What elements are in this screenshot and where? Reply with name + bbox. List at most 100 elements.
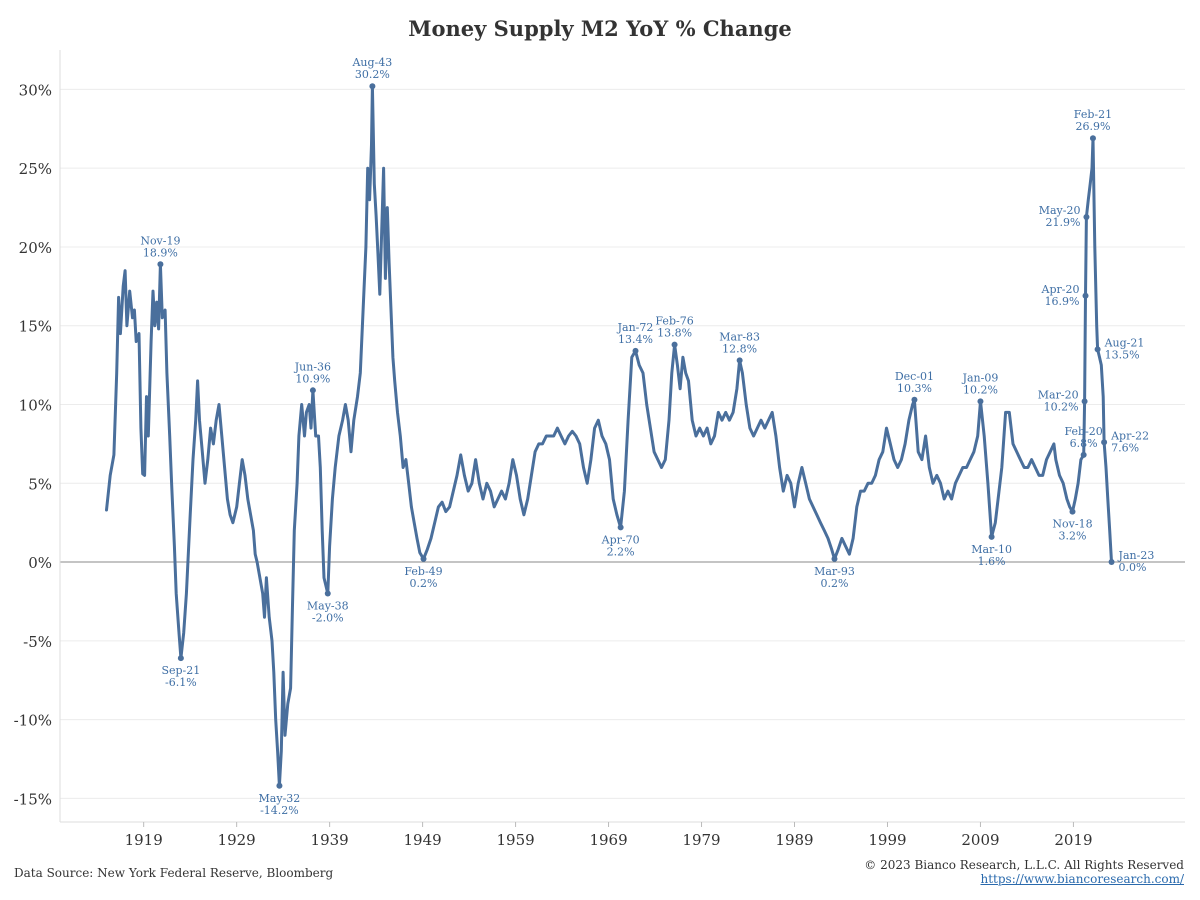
- annotation-value: 26.9%: [1075, 120, 1110, 133]
- point-marker: [1101, 439, 1108, 446]
- data-source-note: Data Source: New York Federal Reserve, B…: [14, 866, 334, 880]
- annotation-value: 6.8%: [1070, 437, 1098, 450]
- point-marker: [1089, 135, 1096, 142]
- point-marker: [671, 341, 678, 348]
- annotation-date: Feb-21: [1074, 108, 1112, 121]
- point-marker: [1094, 346, 1101, 353]
- annotation-date: Feb-20: [1065, 425, 1103, 438]
- annotation-date: Dec-01: [895, 370, 934, 383]
- annotation-date: Feb-76: [655, 315, 693, 328]
- annotation-date: Mar-20: [1038, 388, 1079, 401]
- annotation-date: Apr-22: [1110, 429, 1149, 442]
- annotation-date: Mar-83: [719, 330, 760, 343]
- x-tick-label: 1929: [218, 831, 256, 849]
- x-tick-label: 1939: [311, 831, 349, 849]
- annotation-date: Jan-09: [962, 371, 999, 384]
- annotation-date: May-20: [1039, 204, 1081, 217]
- point-marker: [632, 347, 639, 354]
- annotation-date: Feb-49: [404, 565, 442, 578]
- point-marker: [157, 261, 164, 268]
- point-marker: [177, 655, 184, 662]
- copyright-text: © 2023 Bianco Research, L.L.C. All Right…: [864, 858, 1184, 872]
- point-marker: [1083, 214, 1090, 221]
- point-marker: [1080, 451, 1087, 458]
- y-tick-label: 20%: [19, 239, 52, 257]
- annotation-date: Aug-21: [1104, 336, 1145, 349]
- x-tick-label: 1999: [868, 831, 906, 849]
- annotation-date: Apr-70: [601, 533, 640, 546]
- copyright-block: © 2023 Bianco Research, L.L.C. All Right…: [864, 858, 1184, 886]
- x-tick-label: 1979: [682, 831, 720, 849]
- annotation-value: 0.0%: [1119, 561, 1147, 574]
- annotation-value: 7.6%: [1111, 441, 1139, 454]
- m2-yoy-series-line: [105, 84, 1113, 788]
- annotation-value: -14.2%: [260, 804, 299, 817]
- x-tick-label: 1959: [496, 831, 534, 849]
- point-marker: [617, 524, 624, 531]
- y-tick-label: 15%: [19, 318, 52, 336]
- annotation-value: 18.9%: [143, 246, 178, 259]
- annotation-date: Jan-72: [617, 321, 654, 334]
- annotation-date: Nov-19: [140, 234, 180, 247]
- annotation-value: 16.9%: [1045, 295, 1080, 308]
- point-marker: [1108, 559, 1115, 566]
- annotation-value: 10.3%: [897, 382, 932, 395]
- y-tick-label: 10%: [19, 396, 52, 414]
- annotation-value: 10.9%: [295, 372, 330, 385]
- x-tick-label: 2009: [961, 831, 999, 849]
- point-marker: [276, 782, 283, 789]
- point-marker: [988, 533, 995, 540]
- point-marker: [1069, 508, 1076, 515]
- annotation-value: 1.6%: [978, 555, 1006, 568]
- point-marker: [1082, 292, 1089, 299]
- annotation-value: 13.8%: [657, 327, 692, 340]
- x-tick-label: 2019: [1054, 831, 1092, 849]
- annotation-date: Mar-93: [814, 565, 855, 578]
- point-marker: [369, 83, 376, 90]
- y-tick-label: -15%: [14, 790, 52, 808]
- y-tick-label: -10%: [14, 712, 52, 730]
- x-tick-label: 1919: [125, 831, 163, 849]
- y-tick-label: 25%: [19, 160, 52, 178]
- point-marker: [911, 396, 918, 403]
- annotation-date: Jun-36: [294, 360, 331, 373]
- x-tick-label: 1989: [775, 831, 813, 849]
- annotation-value: -2.0%: [312, 612, 344, 625]
- point-marker: [324, 590, 331, 597]
- annotation-value: 21.9%: [1045, 216, 1080, 229]
- annotation-value: 10.2%: [963, 383, 998, 396]
- annotation-value: 12.8%: [722, 342, 757, 355]
- annotation-value: 10.2%: [1044, 400, 1079, 413]
- annotation-value: -6.1%: [165, 676, 197, 689]
- point-marker: [831, 555, 838, 562]
- point-marker: [420, 555, 427, 562]
- annotation-value: 3.2%: [1059, 530, 1087, 543]
- annotation-value: 30.2%: [355, 68, 390, 81]
- annotation-date: Nov-18: [1052, 518, 1092, 531]
- annotation-date: Jan-23: [1118, 549, 1155, 562]
- y-tick-label: 0%: [28, 554, 52, 572]
- website-link[interactable]: https://www.biancoresearch.com/: [980, 872, 1184, 886]
- point-marker: [309, 387, 316, 394]
- annotation-value: 2.2%: [607, 545, 635, 558]
- gridlines: [60, 88, 1185, 799]
- annotation-date: Sep-21: [161, 664, 200, 677]
- marker-layer: [157, 83, 1115, 789]
- annotation-date: Apr-20: [1041, 283, 1080, 296]
- annotation-date: May-32: [259, 792, 301, 805]
- x-tick-label: 1969: [589, 831, 627, 849]
- point-marker: [736, 357, 743, 364]
- y-tick-label: 30%: [19, 81, 52, 99]
- axes: 30% 25% 20% 15% 10% 5% 0% -5% -10% -15% 1919 1929 19…: [14, 50, 1185, 849]
- y-tick-label: -5%: [23, 633, 52, 651]
- x-tick-label: 1949: [404, 831, 442, 849]
- annotation-value: 13.4%: [618, 333, 653, 346]
- annotation-date: Mar-10: [971, 543, 1012, 556]
- annotation-value: 0.2%: [410, 577, 438, 590]
- point-marker: [977, 398, 984, 405]
- annotation-date: May-38: [307, 600, 349, 613]
- annotation-value: 0.2%: [821, 577, 849, 590]
- point-marker: [1081, 398, 1088, 405]
